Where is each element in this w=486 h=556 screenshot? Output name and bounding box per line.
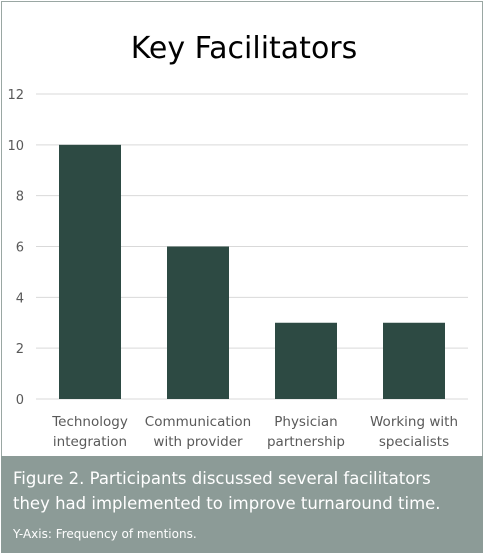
caption-text: Figure 2. Participants discussed several… bbox=[13, 469, 441, 513]
y-tick-label: 8 bbox=[16, 190, 24, 205]
x-tick-label-line: with provider bbox=[153, 434, 243, 450]
y-tick-label: 0 bbox=[16, 393, 24, 408]
figure-caption: Figure 2. Participants discussed several… bbox=[1, 456, 483, 553]
x-tick-label-line: Physician bbox=[274, 414, 337, 430]
bar-chart: Key Facilitators 0 2 4 6 8 10 12 Technology int… bbox=[7, 31, 468, 450]
y-tick-label: 10 bbox=[7, 139, 24, 154]
y-tick-label: 12 bbox=[7, 88, 24, 103]
bar bbox=[275, 322, 337, 399]
x-tick-label: Technology integration bbox=[51, 414, 128, 450]
x-axis-labels: Technology integration Communication with p… bbox=[51, 414, 458, 450]
x-tick-label-line: Working with bbox=[370, 414, 458, 430]
x-tick-label-line: integration bbox=[53, 434, 127, 450]
chart-title: Key Facilitators bbox=[131, 31, 358, 66]
y-tick-label: 2 bbox=[16, 342, 24, 357]
bar bbox=[167, 246, 229, 399]
x-tick-label: Physician partnership bbox=[267, 414, 345, 450]
x-tick-label-line: Technology bbox=[51, 414, 128, 430]
bar bbox=[383, 322, 445, 399]
caption-axis-note: Y-Axis: Frequency of mentions. bbox=[13, 527, 197, 541]
bar bbox=[59, 144, 121, 399]
x-tick-label-line: specialists bbox=[379, 434, 449, 450]
x-tick-label: Working with specialists bbox=[370, 414, 458, 450]
y-tick-label: 4 bbox=[16, 291, 24, 306]
y-axis-ticks: 0 2 4 6 8 10 12 bbox=[7, 88, 24, 408]
y-tick-label: 6 bbox=[16, 241, 24, 256]
x-tick-label-line: partnership bbox=[267, 434, 345, 450]
bars bbox=[59, 144, 445, 399]
x-tick-label: Communication with provider bbox=[145, 414, 251, 450]
x-tick-label-line: Communication bbox=[145, 414, 251, 430]
